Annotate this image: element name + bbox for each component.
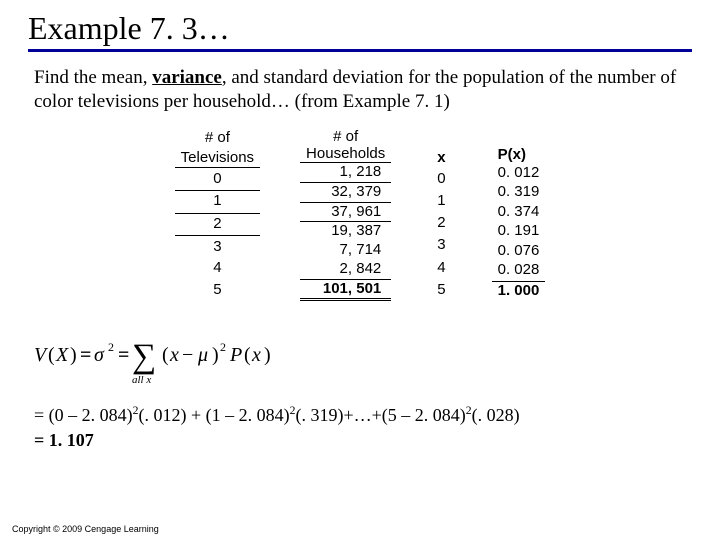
f-sigma: σ xyxy=(94,344,105,366)
table-households: # of Households 1, 218 32, 379 37, 961 1… xyxy=(300,128,391,302)
formula-svg: V ( X ) = σ 2 = ∑ all x ( x − μ ) 2 P ( xyxy=(34,331,314,387)
f-cp3: ) xyxy=(264,344,271,366)
data-tables: # of Televisions 0 1 2 3 4 5 # of Househ… xyxy=(28,128,692,302)
f-op: ( xyxy=(48,344,55,366)
px-row: 0. 076 xyxy=(492,242,546,262)
table-televisions: # of Televisions 0 1 2 3 4 5 xyxy=(175,128,260,302)
px-row: 0. 012 xyxy=(492,163,546,183)
slide: Example 7. 3… Find the mean, variance, a… xyxy=(0,0,720,540)
f-mu: μ xyxy=(197,344,208,366)
tv-header-l2: Televisions xyxy=(175,147,260,167)
tv-header-l1: # of xyxy=(175,128,260,148)
x-row: 1 xyxy=(431,190,451,212)
hh-row: 7, 714 xyxy=(300,241,391,260)
title-rule xyxy=(28,49,692,52)
prompt-emphasis: variance xyxy=(152,67,222,88)
x-row: 4 xyxy=(431,257,451,279)
calc-seg: = (0 – 2. 084) xyxy=(34,405,133,425)
variance-formula: V ( X ) = σ 2 = ∑ all x ( x − μ ) 2 P ( xyxy=(34,331,686,387)
slide-title: Example 7. 3… xyxy=(28,10,692,47)
hh-row: 19, 387 xyxy=(300,222,391,241)
tv-row: 3 xyxy=(175,236,260,258)
x-row: 0 xyxy=(431,168,451,190)
px-row: 0. 374 xyxy=(492,203,546,223)
f-cp2: ) xyxy=(212,344,219,366)
x-row: 5 xyxy=(431,279,451,301)
px-header: P(x) xyxy=(492,145,546,163)
table-px: P(x) 0. 012 0. 319 0. 374 0. 191 0. 076 … xyxy=(492,128,546,302)
tv-row: 5 xyxy=(175,280,260,302)
px-row: 0. 319 xyxy=(492,183,546,203)
tv-row: 2 xyxy=(175,213,260,236)
hh-row: 32, 379 xyxy=(300,182,391,202)
f-op3: ( xyxy=(244,344,251,366)
x-row: 3 xyxy=(431,235,451,257)
calc-seg: (. 028) xyxy=(472,405,520,425)
calc-seg: (. 319)+…+(5 – 2. 084) xyxy=(295,405,465,425)
f-P: P xyxy=(229,344,242,366)
hh-row: 2, 842 xyxy=(300,260,391,279)
hh-row: 1, 218 xyxy=(300,163,391,183)
hh-total: 101, 501 xyxy=(300,279,391,300)
tv-row: 4 xyxy=(175,258,260,280)
f-eq2: = xyxy=(118,344,129,366)
hh-header-l1: # of xyxy=(300,128,391,145)
f-x2: x xyxy=(251,344,261,366)
calculation: = (0 – 2. 084)2(. 012) + (1 – 2. 084)2(.… xyxy=(34,403,686,452)
tv-row: 0 xyxy=(175,168,260,191)
x-row: 2 xyxy=(431,213,451,235)
prompt-text: Find the mean, variance, and standard de… xyxy=(34,66,686,114)
x-header: x xyxy=(431,148,451,168)
calc-result: = 1. 107 xyxy=(34,430,94,450)
calc-seg: (. 012) + (1 – 2. 084) xyxy=(138,405,289,425)
f-sq2: 2 xyxy=(220,340,226,354)
f-x: x xyxy=(169,344,179,366)
hh-header-l2: Households xyxy=(300,145,391,163)
copyright-text: Copyright © 2009 Cengage Learning xyxy=(12,524,159,534)
tv-row: 1 xyxy=(175,190,260,213)
sigma-icon: ∑ xyxy=(132,338,156,375)
f-cp: ) xyxy=(70,344,77,366)
px-total: 1. 000 xyxy=(492,281,546,301)
f-X: X xyxy=(55,344,69,366)
px-row: 0. 191 xyxy=(492,222,546,242)
hh-row: 37, 961 xyxy=(300,202,391,222)
px-row: 0. 028 xyxy=(492,261,546,281)
f-sum-sub: all x xyxy=(132,374,151,386)
f-V: V xyxy=(34,344,49,366)
f-op2: ( xyxy=(162,344,169,366)
table-x: x 0 1 2 3 4 5 xyxy=(431,128,451,302)
f-eq1: = xyxy=(80,344,91,366)
prompt-pre: Find the mean, xyxy=(34,67,152,88)
f-sigma-sq: 2 xyxy=(108,340,114,354)
f-minus: − xyxy=(182,344,193,366)
